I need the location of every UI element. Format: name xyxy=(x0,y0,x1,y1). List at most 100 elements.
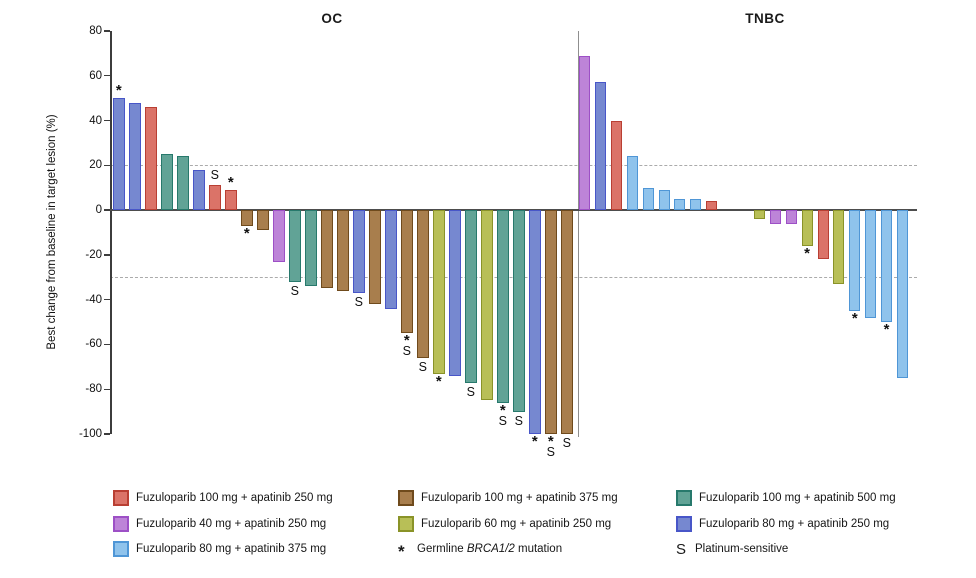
bar-oc-16 xyxy=(353,210,365,293)
legend-swatch xyxy=(398,515,414,532)
legend-label: Germline BRCA1/2 mutation xyxy=(417,543,563,555)
y-tick-label: -40 xyxy=(85,293,102,306)
bar-annotation: * xyxy=(804,244,811,262)
bar-tnbc-2 xyxy=(594,82,606,211)
legend-label: Fuzuloparib 40 mg + apatinib 250 mg xyxy=(136,517,327,530)
platinum-sensitive-mark: S xyxy=(514,413,523,428)
platinum-sensitive-mark: S xyxy=(498,413,507,428)
bar-annotation: S xyxy=(466,384,475,399)
y-tick-label: -20 xyxy=(85,248,102,261)
legend-swatch xyxy=(113,490,129,506)
y-tick-mark xyxy=(104,30,110,32)
y-axis-title: Best change from baseline in target lesi… xyxy=(46,114,58,350)
bar-oc-2 xyxy=(129,102,141,211)
bar-oc-9 xyxy=(241,210,253,226)
legend-label: Fuzuloparib 60 mg + apatinib 250 mg xyxy=(421,517,612,530)
y-tick-mark xyxy=(104,75,110,77)
platinum-sensitive-mark: S xyxy=(210,168,219,183)
bar-annotation: * xyxy=(436,374,442,389)
bar-annotation: * xyxy=(227,173,234,191)
bar-oc-1 xyxy=(113,98,125,211)
bar-oc-15 xyxy=(337,210,349,291)
y-tick-mark xyxy=(104,164,110,167)
brca-mutation-mark: * xyxy=(804,244,811,262)
bar-tnbc-18 xyxy=(849,210,861,311)
brca-mutation-mark: * xyxy=(115,82,122,100)
bar-tnbc-16 xyxy=(817,210,829,260)
legend-swatch xyxy=(113,515,129,532)
bar-annotation: S xyxy=(514,413,523,428)
bar-annotation: * xyxy=(244,226,250,241)
legend-item-fz80_ap250: Fuzuloparib 80 mg + apatinib 250 mg xyxy=(676,513,889,535)
reference-line xyxy=(110,165,917,167)
brca-mutation-mark: * xyxy=(547,433,554,450)
bar-tnbc-21 xyxy=(897,210,908,379)
y-tick-mark xyxy=(104,433,110,435)
y-tick-label: -60 xyxy=(85,338,102,351)
bar-oc-13 xyxy=(305,210,317,287)
s-symbol: S xyxy=(676,540,687,558)
legend-swatch xyxy=(113,541,129,557)
platinum-sensitive-mark: S xyxy=(290,283,299,298)
legend-label: Fuzuloparib 100 mg + apatinib 500 mg xyxy=(699,492,896,504)
zero-baseline xyxy=(110,209,917,211)
legend-label: Fuzuloparib 100 mg + apatinib 250 mg xyxy=(136,492,333,504)
legend-swatch xyxy=(676,490,692,506)
bar-annotation: S xyxy=(563,437,571,450)
legend-swatch xyxy=(676,515,692,532)
bar-oc-6 xyxy=(193,169,205,211)
bar-oc-3 xyxy=(145,107,157,211)
legend-item-brca-mutation: * Germline BRCA1/2 mutation xyxy=(398,538,563,561)
y-tick-mark xyxy=(104,298,110,301)
bar-oc-22 xyxy=(449,210,461,376)
bar-tnbc-15 xyxy=(801,210,813,246)
legend-item-fz100_ap250: Fuzuloparib 100 mg + apatinib 250 mg xyxy=(113,487,333,509)
legend-item-fz60_ap250: Fuzuloparib 60 mg + apatinib 250 mg xyxy=(398,513,611,535)
legend-label: Fuzuloparib 80 mg + apatinib 250 mg xyxy=(699,517,890,530)
bar-tnbc-9 xyxy=(706,201,718,211)
bar-oc-18 xyxy=(385,210,397,309)
brca-mutation-mark: * xyxy=(499,401,506,419)
bar-annotation: S xyxy=(211,169,219,182)
legend-item-fz100_ap500: Fuzuloparib 100 mg + apatinib 500 mg xyxy=(676,487,896,509)
bar-tnbc-20 xyxy=(881,210,893,323)
y-tick-label: 0 xyxy=(95,204,102,217)
bar-oc-14 xyxy=(321,210,333,289)
bar-tnbc-14 xyxy=(785,210,797,224)
platinum-sensitive-mark: S xyxy=(354,294,363,309)
panel-separator-line xyxy=(578,31,580,437)
legend-label: Fuzuloparib 80 mg + apatinib 375 mg xyxy=(136,543,327,555)
brca-mutation-mark: * xyxy=(227,173,234,191)
bar-oc-5 xyxy=(177,156,189,211)
bar-oc-4 xyxy=(161,154,173,211)
platinum-sensitive-mark: S xyxy=(466,384,475,399)
panel-title-tnbc: TNBC xyxy=(745,11,785,26)
bar-tnbc-6 xyxy=(658,189,670,211)
bar-oc-19 xyxy=(401,210,413,334)
legend-label: Platinum-sensitive xyxy=(695,543,789,555)
panel-title-oc: OC xyxy=(321,11,343,26)
legend-swatch xyxy=(398,490,414,506)
brca-mutation-mark: * xyxy=(851,309,858,327)
bar-annotation: S xyxy=(290,283,299,298)
brca-mutation-mark: * xyxy=(883,321,890,339)
bar-tnbc-5 xyxy=(642,187,654,211)
y-tick-mark xyxy=(104,388,110,390)
bar-annotation: S xyxy=(354,294,363,309)
platinum-sensitive-mark: S xyxy=(546,445,555,459)
bar-annotation: * xyxy=(532,434,538,449)
bar-oc-10 xyxy=(257,210,269,231)
bar-oc-12 xyxy=(289,210,301,282)
brca-mutation-mark: * xyxy=(403,332,410,350)
legend-item-platinum-sensitive: S Platinum-sensitive xyxy=(676,538,788,560)
bar-oc-21 xyxy=(433,210,445,374)
bar-oc-23 xyxy=(465,210,477,383)
platinum-sensitive-mark: S xyxy=(418,359,427,374)
legend-label: Fuzuloparib 100 mg + apatinib 375 mg xyxy=(421,492,618,504)
bar-annotation: * xyxy=(883,321,890,339)
y-tick-label: 80 xyxy=(89,25,102,37)
platinum-sensitive-mark: S xyxy=(562,436,571,450)
bar-annotation: S xyxy=(418,359,427,374)
bar-annotation: * S xyxy=(403,332,411,358)
